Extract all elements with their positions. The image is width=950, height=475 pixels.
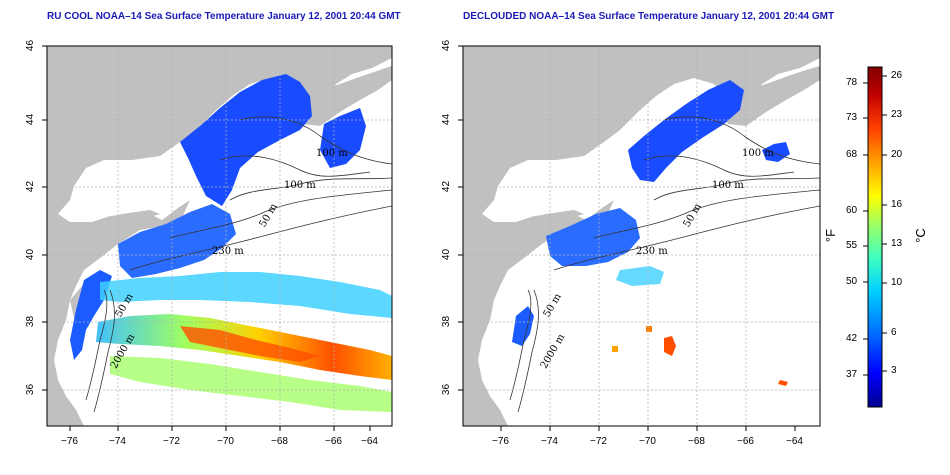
right-map-panel [463,46,820,426]
colorbar-f-tick-60: 60 [846,205,858,216]
left-sst-cool-band [100,272,392,318]
left-bathymetry-contours [85,116,392,413]
axis-ticks [42,45,796,431]
colorbar-f-tick-55: 55 [846,240,858,251]
left-sst-warm-south [110,356,392,412]
colorbar-c-tick-16: 16 [891,199,903,210]
left-x-tick-76: −76 [61,436,78,447]
right-sst-cool-patch [616,266,664,286]
right-bathymetry-contours [509,116,820,413]
colorbar-fahrenheit-unit: °F [823,228,839,243]
colorbar-f-tick-73: 73 [846,112,858,123]
right-nova-scotia [718,66,820,126]
left-long-island [92,210,160,224]
colorbar-f-tick-68: 68 [846,149,858,160]
colorbar [867,66,883,408]
left-nova-scotia [292,66,392,126]
left-x-tick-74: −74 [109,436,126,447]
left-y-tick-44: 44 [25,113,37,126]
right-contour-label-230m: 230 m [636,246,668,257]
right-sst-warm-patch-4 [612,346,618,352]
right-sst-warm-patch [664,336,676,356]
right-contour-label-100m-a: 100 m [742,148,774,159]
colorbar-f-tick-37: 37 [846,369,858,380]
right-x-tick-68: −68 [688,436,705,447]
colorbar-c-tick-23: 23 [891,109,903,120]
right-long-island [516,210,584,224]
right-x-tick-70: −70 [639,436,656,447]
right-grid [463,46,820,426]
colorbar-celsius-unit: °C [912,228,928,243]
right-y-tick-46: 46 [441,39,453,52]
left-map-frame [46,45,393,427]
right-x-tick-64: −64 [786,436,803,447]
left-y-tick-40: 40 [25,248,37,261]
left-y-tick-46: 46 [25,39,37,52]
left-contour-label-230m: 230 m [212,246,244,257]
colorbar-f-tick-50: 50 [846,276,858,287]
right-land-mass [463,46,820,426]
right-sst-cold-nj-shelf [546,208,640,266]
colorbar-c-tick-20: 20 [891,149,903,160]
colorbar-f-tick-78: 78 [846,77,858,88]
left-y-tick-36: 36 [25,383,37,396]
right-x-tick-66: −66 [737,436,754,447]
left-sst-hot-core [180,326,320,362]
right-map-title: DECLOUDED NOAA–14 Sea Surface Temperatur… [463,11,835,22]
colorbar-c-tick-6: 6 [891,327,897,338]
right-y-tick-38: 38 [441,315,453,328]
left-x-tick-70: −70 [217,436,234,447]
right-y-tick-42: 42 [441,180,453,193]
left-sst-cold-nova [320,108,366,168]
left-land-mass [47,46,392,426]
right-sst-cold-coast [512,306,534,346]
colorbar-ticks [863,75,887,376]
right-y-tick-36: 36 [441,383,453,396]
left-contour-label-100m-a: 100 m [316,148,348,159]
colorbar-f-tick-42: 42 [846,333,858,344]
left-x-tick-64: −64 [361,436,378,447]
right-sst-warm-patch-3 [778,380,788,386]
left-sst-cold-nj-shelf [118,204,236,278]
colorbar-c-tick-26: 26 [891,70,903,81]
colorbar-c-tick-3: 3 [891,365,897,376]
right-sst-cold-nova [762,142,790,162]
right-x-tick-74: −74 [541,436,558,447]
right-y-tick-44: 44 [441,113,453,126]
colorbar-c-tick-10: 10 [891,277,903,288]
left-grid [47,46,392,426]
colorbar-c-tick-13: 13 [891,238,903,249]
right-sst-warm-patch-2 [646,326,652,332]
right-map-frame [462,45,821,427]
left-contour-label-100m-b: 100 m [284,180,316,191]
right-x-tick-76: −76 [492,436,509,447]
left-map-title: RU COOL NOAA–14 Sea Surface Temperature … [47,11,401,22]
left-y-tick-42: 42 [25,180,37,193]
left-x-tick-72: −72 [163,436,180,447]
right-x-tick-72: −72 [590,436,607,447]
left-map-panel [47,46,392,426]
left-sst-cold-gulf-of-maine [180,74,312,206]
left-x-tick-66: −66 [325,436,342,447]
left-y-tick-38: 38 [25,315,37,328]
right-y-tick-40: 40 [441,248,453,261]
right-contour-label-100m-b: 100 m [712,180,744,191]
left-x-tick-68: −68 [271,436,288,447]
